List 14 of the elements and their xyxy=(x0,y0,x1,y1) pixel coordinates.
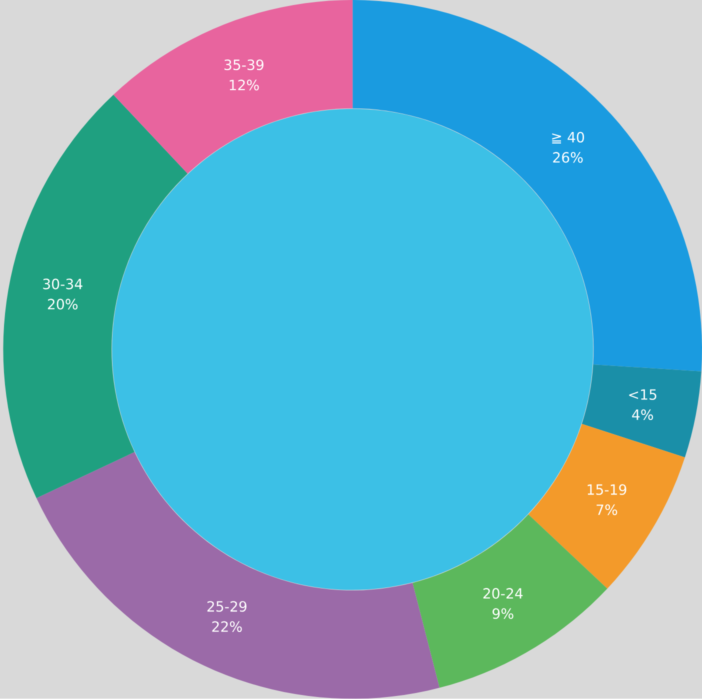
slice-label: <15 xyxy=(629,389,656,400)
data-label: 20% xyxy=(48,298,78,310)
slice-label: 15-19 xyxy=(588,484,626,496)
data-label: 26% xyxy=(553,152,583,163)
data-label: 9% xyxy=(492,608,514,620)
data-label: 7% xyxy=(596,504,618,516)
slice-label: ≧ 40 xyxy=(552,132,584,144)
slice-label: 20-24 xyxy=(483,588,523,599)
data-label: 12% xyxy=(230,80,259,90)
slice-label: 30-34 xyxy=(43,278,82,290)
slice-label: 35-39 xyxy=(224,60,264,70)
slice-label: 25-29 xyxy=(207,601,246,612)
data-label: 22% xyxy=(212,621,242,632)
data-label: 4% xyxy=(632,409,654,420)
